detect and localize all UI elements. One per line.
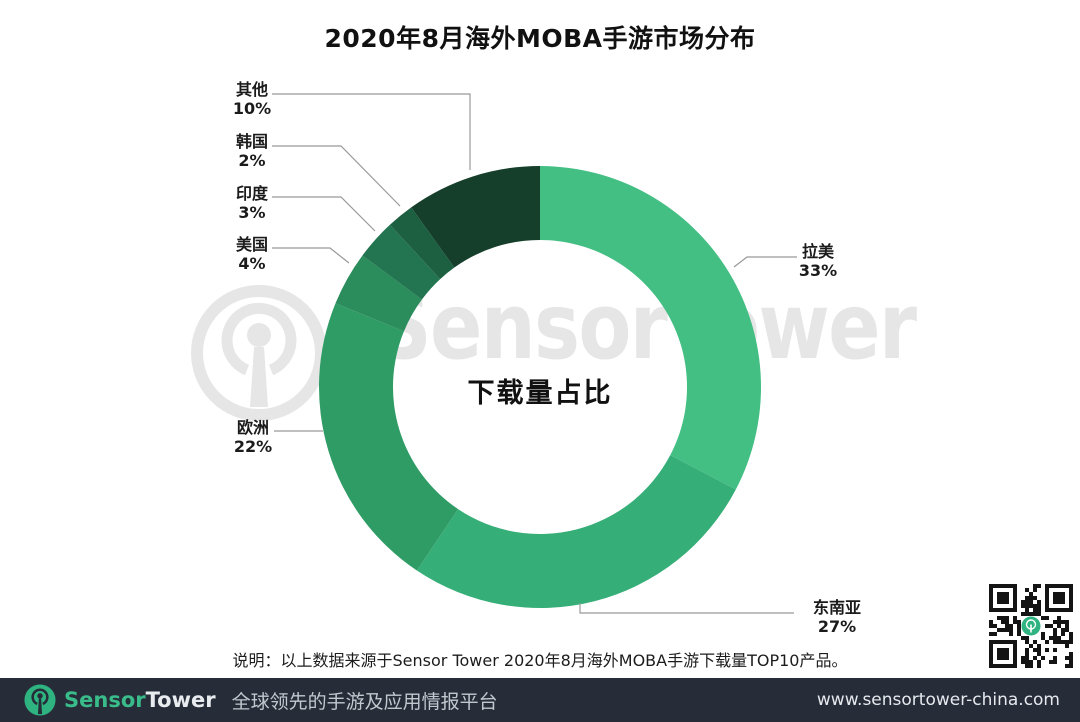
slice-label-other-name: 其他	[235, 80, 268, 99]
donut-slice-4	[362, 224, 441, 300]
donut-center-label: 下载量占比	[467, 378, 613, 409]
qr-code-pattern	[984, 579, 1078, 673]
footer-brand: SensorTower	[64, 688, 216, 712]
slice-label-india: 印度 3%	[217, 184, 287, 222]
footer-brand-sensor: Sensor	[64, 688, 146, 712]
page-title: 2020年8月海外MOBA手游市场分布	[324, 24, 756, 53]
slice-label-usa-pct: 4%	[238, 254, 266, 273]
slice-label-latam: 拉美 33%	[785, 242, 851, 280]
slice-label-korea-pct: 2%	[238, 151, 266, 170]
donut-slice-6	[411, 166, 540, 268]
slice-label-sea-name: 东南亚	[812, 598, 861, 617]
source-note: 说明：以上数据来源于Sensor Tower 2020年8月海外MOBA手游下载…	[232, 651, 848, 670]
slice-label-sea: 东南亚 27%	[802, 598, 872, 636]
slice-label-india-name: 印度	[235, 184, 268, 203]
footer-url: www.sensortower-china.com	[816, 690, 1060, 710]
sensortower-logo-watermark-icon	[191, 285, 327, 421]
donut-slice-3	[335, 255, 422, 332]
slice-label-korea-name: 韩国	[235, 132, 268, 151]
donut-slice-5	[389, 207, 455, 280]
slice-label-sea-pct: 27%	[817, 617, 857, 636]
slice-label-usa-name: 美国	[235, 235, 268, 254]
sensortower-logo-icon	[24, 684, 56, 716]
slice-label-europe-pct: 22%	[233, 437, 273, 456]
slice-label-india-pct: 3%	[238, 203, 266, 222]
qr-code	[984, 579, 1078, 677]
slice-label-latam-pct: 33%	[798, 261, 838, 280]
donut-slice-1	[416, 455, 736, 609]
slice-label-europe-name: 欧洲	[236, 418, 269, 437]
sensortower-watermark-text: SensorTower	[376, 273, 917, 380]
slice-label-europe: 欧洲 22%	[218, 418, 288, 456]
slice-label-latam-name: 拉美	[801, 242, 834, 261]
donut-slice-2	[319, 303, 459, 571]
footer-brand-tower: Tower	[145, 688, 216, 712]
footer-bar: SensorTower 全球领先的手游及应用情报平台 www.sensortow…	[0, 678, 1080, 722]
slice-label-korea: 韩国 2%	[217, 132, 287, 170]
slice-label-other-pct: 10%	[232, 99, 272, 118]
donut-slice-0	[540, 166, 762, 490]
footer-tagline: 全球领先的手游及应用情报平台	[231, 690, 498, 713]
slice-label-other: 其他 10%	[217, 80, 287, 118]
slice-label-usa: 美国 4%	[217, 235, 287, 273]
